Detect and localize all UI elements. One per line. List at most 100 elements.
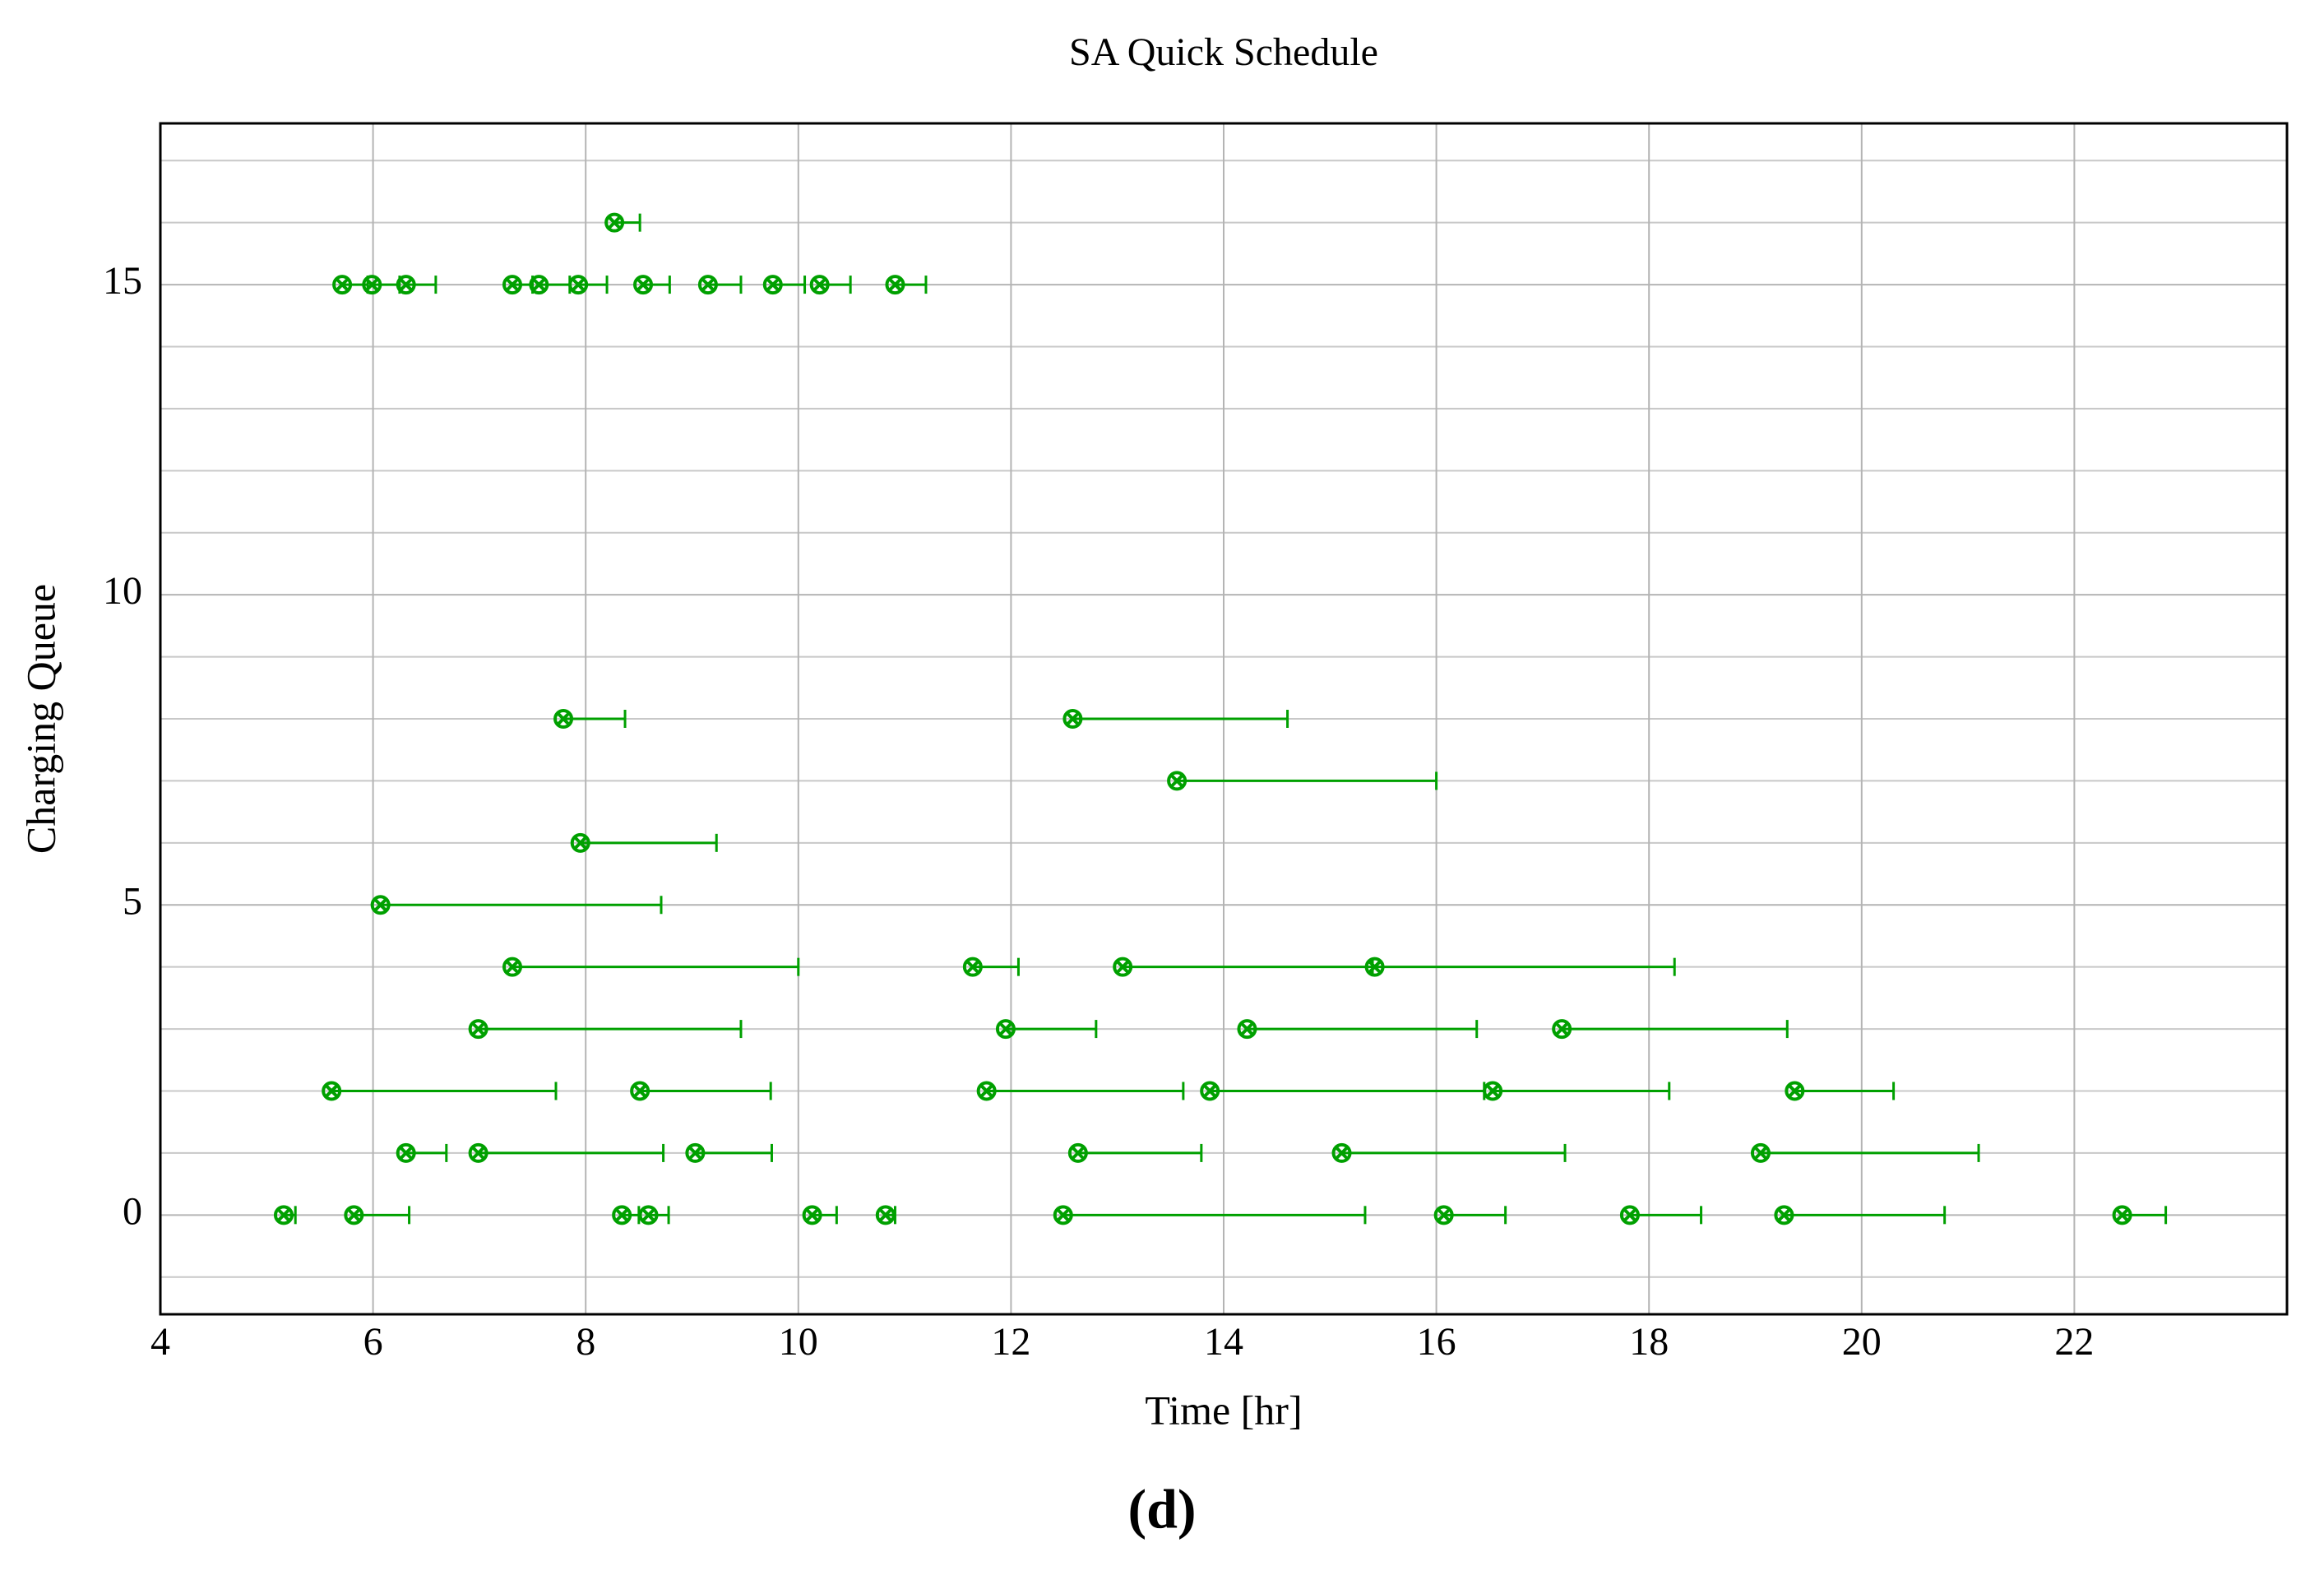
- start-marker: [1552, 1019, 1572, 1040]
- marker-part: [1067, 1142, 1088, 1163]
- marker-part: [979, 1084, 994, 1098]
- marker-part: [1485, 1084, 1500, 1098]
- marker-part: [697, 275, 718, 295]
- start-marker: [875, 1205, 896, 1225]
- marker-part: [2115, 1207, 2130, 1222]
- start-marker: [1167, 771, 1187, 791]
- marker-part: [685, 1142, 706, 1163]
- start-marker: [1785, 1081, 1805, 1101]
- start-marker: [502, 275, 522, 295]
- marker-part: [1750, 1142, 1771, 1163]
- start-marker: [468, 1142, 488, 1163]
- start-marker: [322, 1081, 342, 1101]
- marker-part: [1065, 711, 1080, 726]
- start-marker: [568, 275, 589, 295]
- marker-part: [1056, 1207, 1071, 1222]
- marker-part: [965, 960, 980, 975]
- x-tick-label: 6: [363, 1320, 383, 1364]
- x-tick-label: 14: [1204, 1320, 1243, 1364]
- marker-part: [809, 275, 830, 295]
- marker-part: [995, 1019, 1016, 1040]
- marker-part: [1552, 1019, 1572, 1040]
- start-marker: [529, 275, 549, 295]
- start-marker: [762, 275, 783, 295]
- start-marker: [685, 1142, 706, 1163]
- marker-part: [805, 1207, 820, 1222]
- start-marker: [1750, 1142, 1771, 1163]
- marker-part: [1113, 957, 1133, 977]
- start-marker: [1200, 1081, 1220, 1101]
- marker-part: [762, 275, 783, 295]
- marker-part: [812, 277, 827, 292]
- start-marker: [362, 275, 382, 295]
- x-tick-label: 10: [779, 1320, 818, 1364]
- marker-part: [630, 1081, 650, 1101]
- marker-part: [1200, 1081, 1220, 1101]
- start-marker: [553, 709, 574, 729]
- start-marker: [995, 1019, 1016, 1040]
- start-marker: [1433, 1205, 1454, 1225]
- start-marker: [344, 1205, 364, 1225]
- marker-part: [531, 277, 546, 292]
- start-marker: [370, 895, 391, 915]
- marker-part: [529, 275, 549, 295]
- marker-part: [604, 212, 625, 233]
- marker-part: [505, 277, 520, 292]
- start-marker: [697, 275, 718, 295]
- marker-part: [802, 1205, 822, 1225]
- y-tick-label: 0: [123, 1189, 142, 1233]
- start-marker: [1067, 1142, 1088, 1163]
- marker-part: [612, 1205, 632, 1225]
- marker-part: [502, 275, 522, 295]
- start-marker: [1062, 709, 1083, 729]
- marker-part: [878, 1207, 893, 1222]
- marker-part: [614, 1207, 629, 1222]
- marker-part: [976, 1081, 997, 1101]
- start-marker: [1331, 1142, 1352, 1163]
- marker-part: [273, 1205, 294, 1225]
- marker-part: [1554, 1021, 1569, 1036]
- marker-part: [885, 275, 905, 295]
- marker-part: [471, 1021, 486, 1036]
- start-marker: [396, 1142, 416, 1163]
- marker-part: [632, 1084, 647, 1098]
- marker-part: [322, 1081, 342, 1101]
- marker-part: [641, 1207, 655, 1222]
- y-tick-label: 10: [103, 569, 142, 613]
- marker-part: [373, 897, 388, 912]
- start-marker: [802, 1205, 822, 1225]
- marker-part: [568, 275, 589, 295]
- marker-part: [1115, 960, 1130, 975]
- start-marker: [332, 275, 353, 295]
- marker-part: [1483, 1081, 1503, 1101]
- start-marker: [612, 1205, 632, 1225]
- x-tick-label: 8: [576, 1320, 595, 1364]
- start-marker: [1364, 957, 1385, 977]
- start-marker: [604, 212, 625, 233]
- marker-part: [633, 275, 654, 295]
- marker-part: [1202, 1084, 1217, 1098]
- x-tick-label: 20: [1842, 1320, 1882, 1364]
- marker-part: [1169, 773, 1184, 788]
- marker-part: [502, 957, 522, 977]
- marker-part: [332, 275, 353, 295]
- marker-part: [468, 1142, 488, 1163]
- start-marker: [809, 275, 830, 295]
- x-tick-label: 18: [1629, 1320, 1669, 1364]
- marker-part: [962, 957, 983, 977]
- marker-part: [1776, 1207, 1791, 1222]
- marker-part: [553, 709, 574, 729]
- marker-part: [1753, 1146, 1768, 1160]
- start-marker: [502, 957, 522, 977]
- marker-part: [1331, 1142, 1352, 1163]
- x-axis-label: Time [hr]: [1145, 1387, 1302, 1433]
- marker-part: [362, 275, 382, 295]
- marker-part: [1787, 1084, 1802, 1098]
- marker-part: [1335, 1146, 1349, 1160]
- start-marker: [1483, 1081, 1503, 1101]
- start-marker: [1113, 957, 1133, 977]
- marker-part: [875, 1205, 896, 1225]
- start-marker: [570, 832, 590, 853]
- marker-part: [399, 1146, 414, 1160]
